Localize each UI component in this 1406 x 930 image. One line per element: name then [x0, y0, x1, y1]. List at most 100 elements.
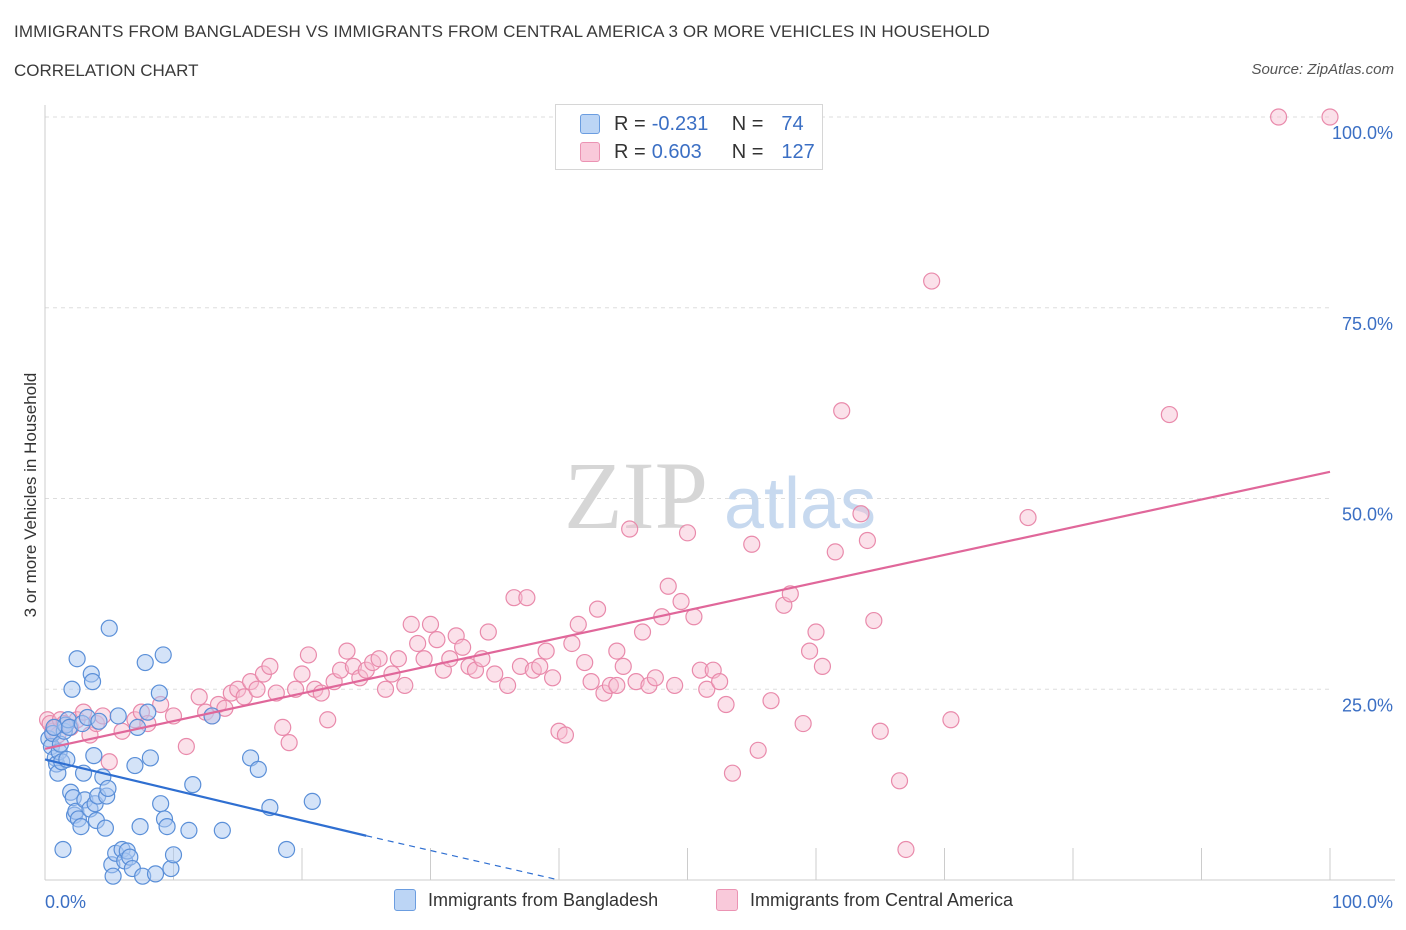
trend-lines — [44, 470, 1331, 881]
bangladesh-point — [158, 817, 176, 836]
central-america-point — [942, 711, 960, 729]
bottom-swatch-pink — [716, 889, 738, 911]
central-america-point — [833, 402, 851, 420]
central-america-point — [331, 661, 350, 679]
central-america-point — [370, 650, 388, 668]
central-america-point — [415, 650, 433, 668]
bottom-legend-bangladesh: Immigrants from Bangladesh — [394, 889, 658, 911]
x-tick-label-right: 100.0% — [1332, 892, 1393, 912]
central-america-point — [588, 600, 607, 618]
central-america-point — [537, 642, 555, 660]
central-america-point — [454, 638, 472, 656]
bangladesh-point — [90, 712, 108, 730]
central-america-point — [518, 589, 536, 607]
central-america-point — [177, 737, 195, 756]
central-america-point — [569, 615, 587, 633]
bangladesh-point — [83, 673, 102, 691]
legend-r-value: 0.603 — [651, 140, 702, 163]
correlation-legend: R = -0.231 N = 74 R = 0.603 N = 127 — [555, 104, 823, 170]
y-tick-label: 25.0% — [1342, 695, 1393, 715]
central-america-point — [897, 840, 915, 859]
central-america-point — [614, 657, 632, 675]
central-america-point — [421, 615, 440, 633]
bottom-legend-central-america: Immigrants from Central America — [716, 889, 1013, 911]
legend-swatch-pink — [580, 142, 600, 162]
central-america-point — [190, 688, 208, 706]
bangladesh-trend-line — [44, 758, 367, 837]
chart-subtitle: CORRELATION CHART — [14, 61, 199, 80]
central-america-point — [543, 669, 562, 687]
central-america-point — [608, 676, 626, 695]
central-america-trend-line — [44, 470, 1331, 750]
central-america-point — [608, 642, 626, 660]
central-america-point — [890, 772, 909, 790]
bangladesh-point — [203, 707, 221, 725]
source-credit: Source: ZipAtlas.com — [1251, 61, 1394, 78]
central-america-point — [749, 741, 767, 759]
bottom-swatch-blue — [394, 889, 416, 911]
central-america-point — [505, 589, 523, 607]
central-america-point — [852, 505, 870, 523]
central-america-point — [621, 520, 639, 538]
central-america-point — [691, 661, 709, 679]
central-america-point — [100, 753, 118, 771]
central-america-point — [672, 592, 690, 611]
bangladesh-point — [141, 749, 159, 767]
central-america-point — [338, 642, 356, 660]
legend-r-label: R = — [614, 140, 646, 163]
y-axis-label: 3 or more Vehicles in Household — [21, 373, 40, 618]
central-america-point — [531, 657, 549, 675]
bangladesh-point — [213, 821, 231, 840]
central-america-point — [743, 535, 761, 553]
legend-n-value: 127 — [781, 140, 815, 163]
central-america-point — [293, 665, 311, 683]
bangladesh-point — [154, 646, 172, 664]
central-america-point — [723, 764, 742, 782]
watermark: ZIP atlas — [564, 442, 876, 549]
central-america-point — [280, 734, 298, 752]
bangladesh-point — [184, 776, 202, 794]
bangladesh-point — [99, 779, 117, 798]
bangladesh-point — [131, 817, 149, 836]
bangladesh-point — [96, 819, 114, 837]
central-america-point — [800, 642, 819, 660]
bangladesh-point — [104, 867, 122, 885]
central-america-point — [678, 524, 697, 542]
bangladesh-point — [72, 817, 90, 836]
central-america-point — [813, 657, 832, 675]
watermark-zip: ZIP — [564, 442, 708, 549]
central-america-point — [479, 623, 497, 641]
central-america-point — [666, 676, 684, 695]
central-america-point — [762, 692, 780, 710]
y-tick-label: 50.0% — [1342, 505, 1393, 525]
bangladesh-point — [126, 756, 144, 775]
bangladesh-point — [63, 680, 81, 698]
central-america-point — [396, 676, 414, 695]
central-america-point — [261, 657, 279, 675]
bottom-legend-label: Immigrants from Central America — [750, 889, 1014, 910]
central-america-point — [511, 657, 530, 675]
bangladesh-point — [68, 650, 86, 668]
central-america-point — [402, 615, 420, 633]
watermark-atlas: atlas — [724, 464, 876, 544]
central-america-point — [441, 650, 459, 668]
legend-n-label: N = — [731, 140, 764, 163]
central-america-point — [499, 676, 517, 695]
central-america-point — [923, 272, 941, 290]
central-america-point — [1269, 108, 1288, 126]
legend-row-bangladesh: R = -0.231 N = 74 — [580, 112, 804, 136]
bangladesh-point — [303, 792, 321, 811]
bangladesh-point — [146, 865, 165, 883]
central-america-point — [563, 634, 581, 653]
bottom-legend-label: Immigrants from Bangladesh — [428, 889, 659, 910]
legend-row-central-america: R = 0.603 N = 127 — [580, 140, 815, 164]
legend-r-value: -0.231 — [651, 112, 709, 135]
bangladesh-point — [164, 846, 183, 864]
bangladesh-point — [277, 840, 296, 859]
bangladesh-point — [45, 718, 63, 737]
chart-title: IMMIGRANTS FROM BANGLADESH VS IMMIGRANTS… — [14, 22, 990, 41]
central-america-point — [717, 695, 735, 714]
central-america-point — [865, 611, 883, 630]
bangladesh-point — [152, 795, 170, 813]
